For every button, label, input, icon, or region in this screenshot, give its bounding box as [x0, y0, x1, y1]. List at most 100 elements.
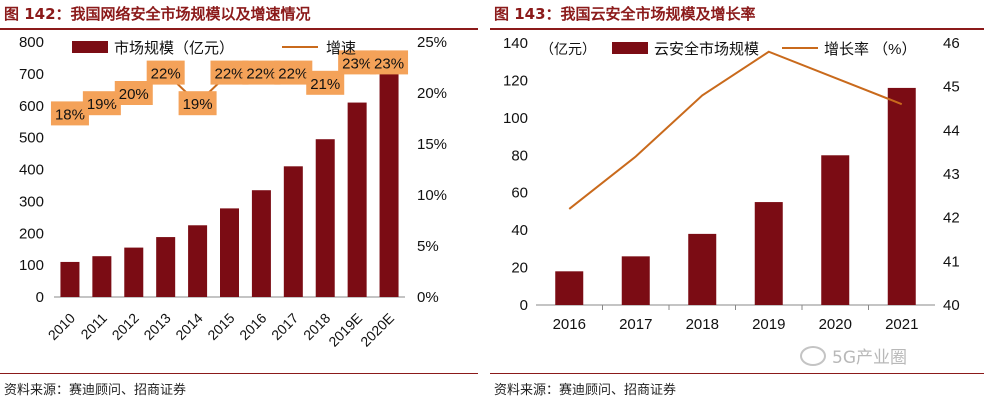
y-right-tick-label: 5%	[417, 238, 439, 255]
right-source: 资料来源：赛迪顾问、招商证券	[494, 383, 677, 398]
bar	[887, 87, 916, 306]
y-left-tick-label: 800	[19, 34, 44, 51]
data-label-box	[114, 81, 153, 105]
bar	[555, 271, 584, 305]
legend-line-label: 增速	[326, 40, 356, 57]
y-left-tick-label: 400	[19, 162, 44, 179]
right-chart-title: 图 143：我国云安全市场规模及增长率	[494, 5, 756, 23]
legend-bar-label: 云安全市场规模	[654, 40, 759, 58]
bar	[251, 190, 271, 297]
y-left-tick-label: 120	[503, 72, 528, 89]
data-label-box	[50, 101, 89, 126]
x-tick-label: 2021	[885, 316, 918, 333]
bar	[156, 237, 176, 297]
data-label: 22%	[151, 66, 181, 83]
bar	[92, 256, 112, 297]
bar	[688, 233, 717, 305]
data-label: 22%	[214, 66, 244, 83]
y-right-tick-label: 15%	[417, 136, 447, 153]
right-chart: 2016 2017 2018 2019 2020 2021 0 20 40 60 80 100 120 1…	[503, 35, 960, 333]
left-panel: 图 142：我国网络安全市场规模以及增速情况 0 100 200 300 400 500 6…	[0, 0, 478, 405]
watermark: 5G产业圈	[800, 343, 907, 368]
data-label: 21%	[310, 76, 340, 93]
x-tick-label: 2016	[553, 316, 586, 333]
data-label: 18%	[55, 106, 85, 123]
y-right-tick-label: 43	[943, 166, 960, 183]
data-label-box	[370, 50, 409, 75]
bar	[315, 139, 335, 297]
y-left-tick-label: 100	[19, 257, 44, 274]
data-label: 23%	[374, 55, 404, 72]
y-right-tick-label: 42	[943, 210, 960, 227]
y-right-tick-label: 45	[943, 79, 960, 96]
x-tick-label: 2015	[204, 310, 237, 343]
x-tick-label: 2017	[619, 316, 652, 333]
left-title-rule	[0, 28, 478, 30]
x-tick-label: 2018	[686, 316, 719, 333]
bar	[347, 102, 367, 297]
growth-line	[568, 50, 903, 210]
x-tick-label: 2019	[752, 316, 785, 333]
bar	[821, 155, 850, 305]
y-left-tick-label: 20	[511, 260, 528, 277]
x-tick-label: 2019E	[325, 310, 365, 350]
y-right-tick-label: 41	[943, 253, 960, 270]
x-tick-label: 2010	[45, 310, 78, 343]
x-tick-label: 2020	[819, 316, 852, 333]
y-right-tick-label: 25%	[417, 34, 447, 51]
y-left-tick-label: 140	[503, 35, 528, 52]
bar	[754, 202, 783, 305]
y-left-tick-label: 40	[511, 222, 528, 239]
y-right-tick-label: 20%	[417, 85, 447, 102]
legend-bar-swatch	[612, 42, 648, 54]
data-label: 22%	[278, 66, 308, 83]
x-tick-label: 2017	[268, 310, 301, 343]
x-tick-label: 2020E	[357, 310, 397, 350]
x-tick-label: 2011	[77, 310, 110, 343]
data-label: 22%	[246, 66, 276, 83]
y-left-tick-label: 700	[19, 66, 44, 83]
watermark-text: 5G产业圈	[832, 348, 907, 368]
data-label: 23%	[342, 55, 372, 72]
bar	[124, 247, 144, 297]
y-left-tick-label: 600	[19, 98, 44, 115]
right-panel: 图 143：我国云安全市场规模及增长率 2016 2017 2018 2019 2020…	[490, 0, 984, 405]
y-left-tick-label: 200	[19, 225, 44, 242]
y-left-tick-label: 60	[511, 185, 528, 202]
y-left-tick-label: 500	[19, 130, 44, 147]
left-source-rule	[0, 373, 478, 374]
data-label: 20%	[119, 86, 149, 103]
y-right-tick-label: 46	[943, 35, 960, 52]
y-right-tick-label: 0%	[417, 289, 439, 306]
left-source: 资料来源：赛迪顾问、招商证券	[4, 383, 187, 398]
bar	[379, 73, 399, 297]
legend-bar-label: 市场规模（亿元）	[114, 40, 234, 57]
y-left-tick-label: 300	[19, 193, 44, 210]
bar	[220, 208, 239, 297]
bar	[188, 225, 208, 297]
data-label-box	[210, 60, 249, 85]
y-left-tick-label: 80	[511, 147, 528, 164]
bar	[621, 256, 650, 305]
right-title-rule	[490, 28, 984, 30]
wechat-icon	[800, 346, 826, 366]
x-tick-label: 2012	[109, 310, 142, 343]
data-label-box	[178, 91, 217, 116]
y-left-tick-label: 0	[36, 289, 44, 306]
left-chart-title: 图 142：我国网络安全市场规模以及增速情况	[4, 5, 311, 23]
x-tick-label: 2013	[140, 310, 173, 343]
data-label-box	[274, 60, 313, 85]
y-left-tick-label: 100	[503, 110, 528, 127]
y-right-tick-label: 44	[943, 122, 960, 139]
y-left-unit: （亿元）	[540, 41, 596, 57]
bar	[283, 166, 303, 297]
data-label-box	[242, 60, 281, 85]
data-label-box	[338, 50, 377, 75]
data-label: 19%	[87, 96, 117, 113]
legend-bar-swatch	[72, 41, 108, 53]
data-label-box	[306, 70, 345, 95]
y-left-tick-label: 0	[520, 297, 528, 314]
legend-line-label: 增长率 （%）	[824, 41, 917, 58]
y-right-tick-label: 40	[943, 297, 960, 314]
x-tick-label: 2014	[172, 310, 205, 343]
